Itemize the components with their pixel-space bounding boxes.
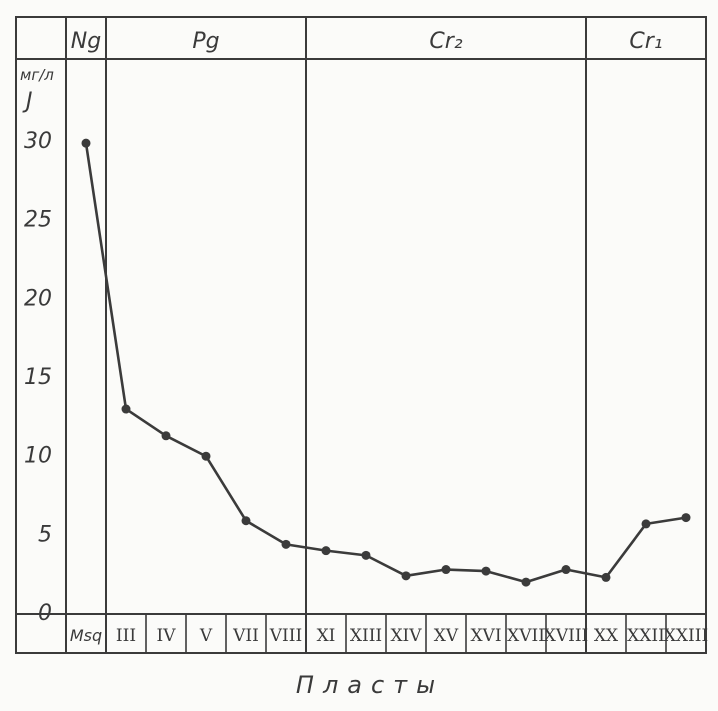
y-tick-label: 15 bbox=[24, 365, 52, 390]
x-tick-label: XV bbox=[434, 626, 459, 646]
y-unit-label: мг/л bbox=[20, 66, 54, 84]
x-tick-label: XIII bbox=[350, 626, 382, 646]
y-tick-label: 0 bbox=[38, 601, 52, 626]
chart-frame bbox=[15, 16, 707, 654]
x-tick-label: XI bbox=[317, 626, 336, 646]
x-tick-label: Msq bbox=[70, 626, 102, 645]
stratum-label: Ng bbox=[71, 29, 101, 54]
y-tick-label: 10 bbox=[24, 444, 52, 469]
x-tick-label: VIII bbox=[269, 626, 302, 646]
data-point bbox=[361, 550, 371, 560]
stratum-label: Cr₁ bbox=[629, 29, 662, 54]
stratum-label: Pg bbox=[192, 29, 219, 54]
data-point bbox=[241, 516, 251, 526]
stratum-label: Cr₂ bbox=[429, 29, 462, 54]
data-point bbox=[201, 451, 211, 461]
x-tick-label: XXII bbox=[627, 626, 665, 646]
x-axis-label: Пласты bbox=[296, 671, 444, 699]
stratigraphy-header: Ng Pg Cr₂ Cr₁ bbox=[71, 29, 663, 54]
x-tick-label: XX bbox=[594, 626, 619, 646]
data-point bbox=[601, 572, 611, 582]
x-tick-label: IV bbox=[157, 626, 177, 646]
y-tick-label: 5 bbox=[38, 522, 52, 547]
data-point bbox=[81, 138, 91, 148]
x-tick-label: XVI bbox=[470, 626, 501, 646]
data-point bbox=[281, 539, 291, 549]
x-tick-label: XVIII bbox=[544, 626, 589, 646]
x-tick-label: III bbox=[116, 626, 136, 646]
x-tick-label: XIV bbox=[390, 626, 422, 646]
data-line bbox=[84, 142, 687, 584]
data-point bbox=[441, 565, 451, 575]
y-tick-label: 20 bbox=[24, 286, 52, 311]
outer-border bbox=[15, 16, 707, 654]
data-point bbox=[121, 404, 131, 414]
x-tick-label: XXIII bbox=[664, 626, 708, 646]
data-point bbox=[161, 431, 171, 441]
x-tick-label: VII bbox=[232, 626, 259, 646]
y-symbol-label: J bbox=[22, 89, 33, 114]
series-line bbox=[81, 138, 691, 587]
data-point bbox=[681, 513, 691, 523]
x-tick-label: V bbox=[199, 626, 213, 646]
y-axis: мг/л J 0 5 10 15 20 25 30 bbox=[20, 66, 54, 626]
y-tick-label: 25 bbox=[24, 208, 52, 233]
y-tick-label: 30 bbox=[24, 129, 52, 154]
x-tick-label: XVII bbox=[507, 626, 545, 646]
data-point bbox=[641, 519, 651, 529]
data-point bbox=[321, 546, 331, 556]
data-point bbox=[561, 565, 571, 575]
data-point bbox=[401, 571, 411, 581]
data-point bbox=[481, 566, 491, 576]
data-point bbox=[521, 577, 531, 587]
